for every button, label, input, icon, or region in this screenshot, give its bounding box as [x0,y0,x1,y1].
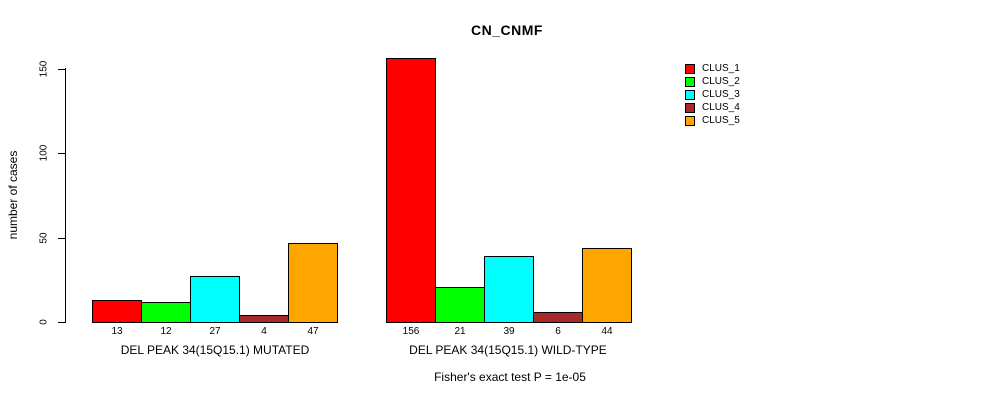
legend-item: CLUS_2 [685,75,740,88]
legend-label: CLUS_4 [702,102,740,113]
bar-value-label: 13 [111,326,123,337]
bar-clus_4-group1 [239,315,289,323]
y-axis-tick [58,69,65,70]
bar-clus_2-group2 [435,287,485,323]
bar-clus_3-group1 [190,276,240,323]
legend: CLUS_1 CLUS_2 CLUS_3 CLUS_4 CLUS_5 [685,62,740,127]
bar-value-label: 156 [402,326,420,337]
bar-clus_2-group1 [141,302,191,323]
legend-label: CLUS_1 [702,63,740,74]
legend-label: CLUS_5 [702,115,740,126]
legend-swatch [685,102,695,113]
bar-clus_5-group2 [582,248,632,323]
legend-item: CLUS_5 [685,114,740,127]
legend-item: CLUS_3 [685,88,740,101]
chart-title: CN_CNMF [471,22,543,38]
y-axis-tick [58,153,65,154]
legend-label: CLUS_2 [702,76,740,87]
y-axis-tick-label: 150 [38,60,50,78]
y-axis-tick [58,238,65,239]
legend-item: CLUS_1 [685,62,740,75]
legend-swatch [685,76,695,87]
legend-swatch [685,89,695,100]
bar-value-label: 4 [261,326,267,337]
fisher-test-annotation: Fisher's exact test P = 1e-05 [434,370,586,384]
bar-clus_4-group2 [533,312,583,323]
bar-value-label: 27 [209,326,221,337]
group-label-mutated: DEL PEAK 34(15Q15.1) MUTATED [120,343,310,357]
bar-value-label: 6 [555,326,561,337]
bar-value-label: 44 [601,326,613,337]
legend-swatch [685,115,695,126]
bar-value-label: 39 [503,326,515,337]
y-axis-tick-label: 50 [38,232,50,244]
group-label-wild-type: DEL PEAK 34(15Q15.1) WILD-TYPE [409,343,607,357]
bar-clus_1-group2 [386,58,436,323]
bar-value-label: 47 [307,326,319,337]
y-axis-label: number of cases [6,150,20,240]
bar-clus_3-group2 [484,256,534,323]
bar-value-label: 12 [160,326,172,337]
legend-label: CLUS_3 [702,89,740,100]
y-axis-line [65,68,66,323]
bar-value-label: 21 [454,326,466,337]
y-axis-tick [58,322,65,323]
y-axis-tick-label: 0 [38,319,50,325]
y-axis-tick-label: 100 [38,144,50,162]
legend-swatch [685,63,695,74]
bar-clus_1-group1 [92,300,142,323]
legend-item: CLUS_4 [685,101,740,114]
bar-clus_5-group1 [288,243,338,323]
